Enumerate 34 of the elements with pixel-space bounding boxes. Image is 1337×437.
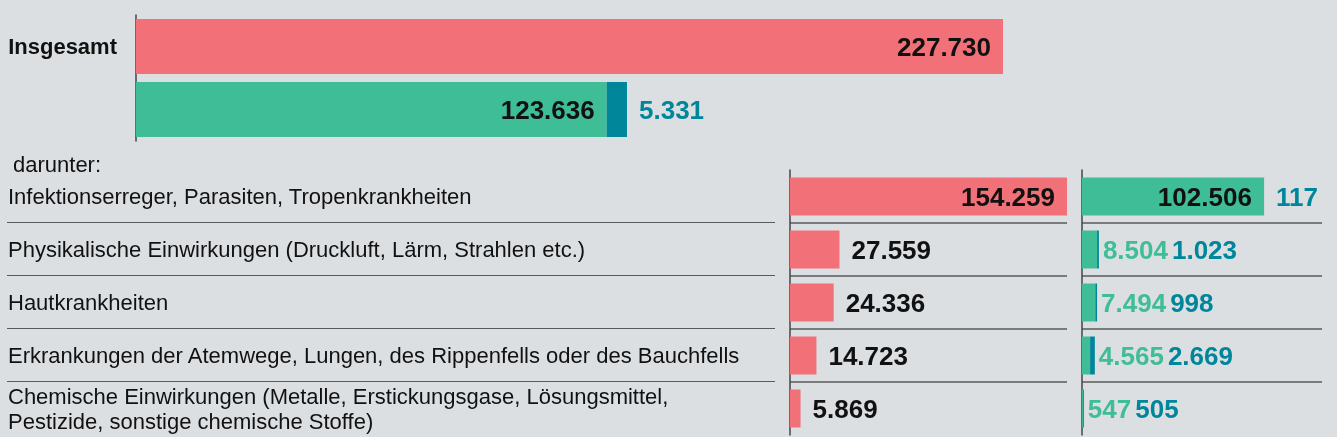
- y-tick-label: Insgesamt: [8, 34, 118, 59]
- bar: [790, 177, 1067, 216]
- data-label: 547: [1087, 393, 1132, 424]
- data-label: 4.565: [1098, 340, 1164, 371]
- y-tick-label: Chemische Einwirkungen (Metalle, Erstickungsgase, Lösungsmittel, Pestizide, sonstige chemische Stoffe): [8, 383, 669, 434]
- bar: [1082, 230, 1098, 269]
- data-label: 505: [1135, 393, 1179, 424]
- data-label: 102.506: [1157, 181, 1252, 212]
- data-label: 227.730: [897, 31, 991, 62]
- y-tick-label: Erkrankungen der Atemwege, Lungen, des Rippenfells oder des Bauchfells: [8, 343, 740, 368]
- y-tick-label: Hautkrankheiten: [8, 290, 169, 315]
- y-tick-label: Physikalische Einwirkungen (Druckluft, Lärm, Strahlen etc.): [8, 237, 586, 262]
- data-label: 8.504: [1102, 234, 1169, 265]
- bar: [790, 336, 817, 375]
- data-label: 5.869: [812, 393, 878, 424]
- data-label: 998: [1170, 287, 1214, 318]
- bar: [790, 389, 801, 428]
- bar: [1082, 283, 1096, 322]
- data-label: 27.559: [851, 234, 932, 265]
- data-label: 123.636: [500, 94, 595, 125]
- data-label: 24.336: [845, 287, 926, 318]
- data-label: 7.494: [1101, 287, 1167, 318]
- bar: [1090, 336, 1095, 375]
- data-label: 117: [1276, 181, 1319, 212]
- data-label: 14.723: [828, 340, 908, 371]
- bar: [790, 283, 834, 322]
- y-tick-label: Infektionserreger, Parasiten, Tropenkrankheiten: [8, 184, 472, 209]
- data-label: 1.023: [1171, 234, 1238, 265]
- data-label: 154.259: [961, 181, 1055, 212]
- bar: [1082, 336, 1091, 375]
- data-label: 5.331: [639, 94, 705, 125]
- bar: [790, 230, 840, 269]
- text: darunter:: [13, 151, 102, 177]
- data-label: 2.669: [1167, 340, 1233, 371]
